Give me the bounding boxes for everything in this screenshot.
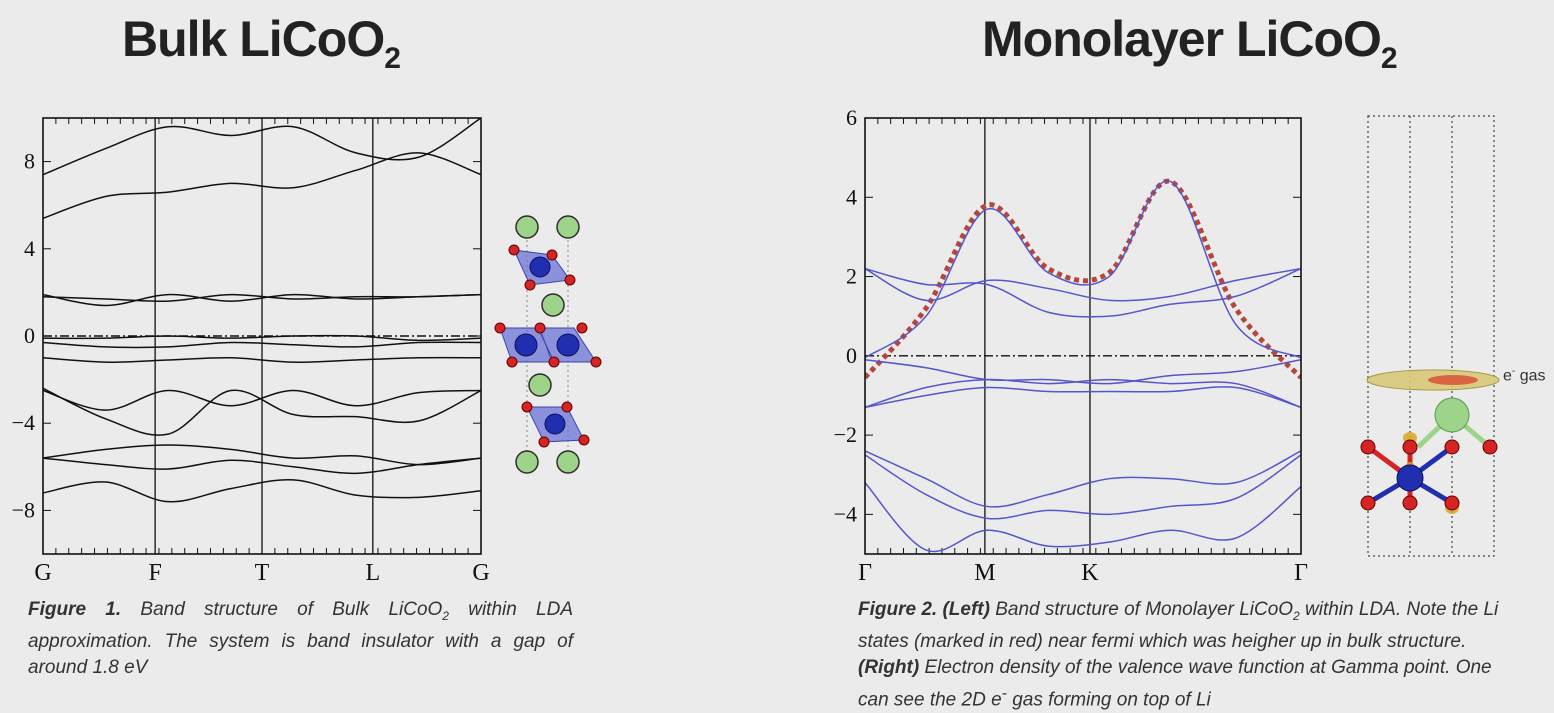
band-line	[865, 180, 1301, 359]
band-line	[865, 386, 1301, 409]
band-series-group	[43, 118, 481, 503]
figure1-caption-text2: within LDA approximation. The system is …	[28, 599, 573, 678]
monolayer-crystal-structure-icon	[1360, 115, 1500, 557]
k-point-label: G	[472, 560, 489, 586]
figure2-caption-sub: 2	[1293, 608, 1300, 623]
band-line	[43, 479, 481, 503]
k-point-label: K	[1081, 560, 1099, 586]
band-line	[43, 341, 481, 349]
band-series-group	[865, 178, 1301, 553]
band-line	[865, 267, 1301, 302]
li-state-band	[865, 178, 1301, 380]
y-tick-label: −2	[834, 422, 857, 447]
band-line	[865, 267, 1301, 318]
figure2-caption: Figure 2. (Left) Band structure of Monol…	[858, 597, 1508, 713]
egas-rest: gas	[1515, 367, 1546, 385]
figure2-caption-right-tag: (Right)	[858, 656, 920, 678]
chart-frame	[864, 117, 1302, 555]
k-point-label: M	[974, 560, 995, 586]
band-line	[865, 454, 1301, 520]
figure2-caption-text1: Band structure of Monolayer LiCoO	[989, 599, 1294, 620]
y-tick-label: −8	[12, 497, 35, 522]
title-left-sub: 2	[384, 42, 401, 75]
y-tick-label: 6	[846, 105, 857, 130]
figure2-title: Monolayer LiCoO2	[982, 10, 1398, 76]
k-point-label: F	[148, 560, 161, 586]
y-tick-label: 0	[24, 323, 35, 348]
bulk-li-atoms	[515, 215, 580, 474]
band-line	[43, 152, 481, 219]
figure2-caption-left-tag: (Left)	[942, 599, 990, 620]
figure2-caption-sup: -	[1001, 684, 1007, 702]
title-right-sub: 2	[1380, 42, 1398, 75]
bulk-co-atoms	[514, 256, 580, 435]
band-line	[865, 378, 1301, 409]
figure1-caption: Figure 1. Band structure of Bulk LiCoO2 …	[28, 597, 573, 681]
k-point-label: Γ	[858, 560, 872, 586]
k-point-label: T	[255, 560, 270, 586]
band-line	[865, 482, 1301, 553]
egas-sup: -	[1511, 366, 1516, 377]
bulk-o-atoms	[494, 244, 602, 448]
band-line	[865, 359, 1301, 385]
figure1-caption-sub: 2	[442, 608, 449, 623]
y-tick-label: 4	[846, 184, 857, 209]
figure2-caption-text3: Electron density of the valence wave fun…	[858, 656, 1492, 711]
figure2-caption-text4: gas forming on top of Li	[1006, 689, 1211, 711]
monolayer-co-atom	[1396, 464, 1424, 492]
k-point-label: Γ	[1294, 560, 1308, 586]
band-line	[43, 444, 481, 466]
y-tick-label: 8	[24, 149, 35, 174]
chart-frame	[42, 117, 482, 555]
band-line	[43, 293, 481, 303]
figure2-caption-label: Figure 2.	[858, 599, 938, 620]
monolayer-bonds	[1366, 413, 1492, 506]
title-right-text: Monolayer LiCoO	[982, 11, 1382, 67]
electron-gas-label: e- gas	[1503, 366, 1546, 385]
band-line	[43, 118, 481, 176]
electron-gas-core	[1428, 375, 1478, 385]
monolayer-o-atoms	[1360, 439, 1498, 511]
figure2-caption-text2: within LDA. Note the Li states (marked i…	[858, 599, 1499, 652]
band-line	[43, 356, 481, 363]
monolayer-li-atom	[1434, 397, 1470, 433]
band-line	[865, 450, 1301, 508]
y-tick-label: −4	[834, 501, 857, 526]
egas-e: e	[1503, 367, 1512, 385]
y-tick-label: 0	[846, 343, 857, 368]
figure1-caption-text1: Band structure of Bulk LiCoO	[121, 599, 443, 620]
k-point-label: L	[365, 560, 380, 586]
k-point-label: G	[34, 560, 51, 586]
band-line	[43, 389, 481, 411]
figure1-caption-label: Figure 1.	[28, 599, 122, 620]
band-line	[43, 334, 481, 342]
figure1-title: Bulk LiCoO2	[122, 10, 401, 76]
bulk-crystal-structure-icon	[494, 215, 602, 474]
band-line	[43, 457, 481, 475]
y-tick-label: 4	[24, 236, 35, 261]
y-tick-label: −4	[12, 410, 35, 435]
y-tick-label: 2	[846, 264, 857, 289]
title-left-text: Bulk LiCoO	[122, 11, 385, 67]
band-line	[43, 387, 481, 436]
